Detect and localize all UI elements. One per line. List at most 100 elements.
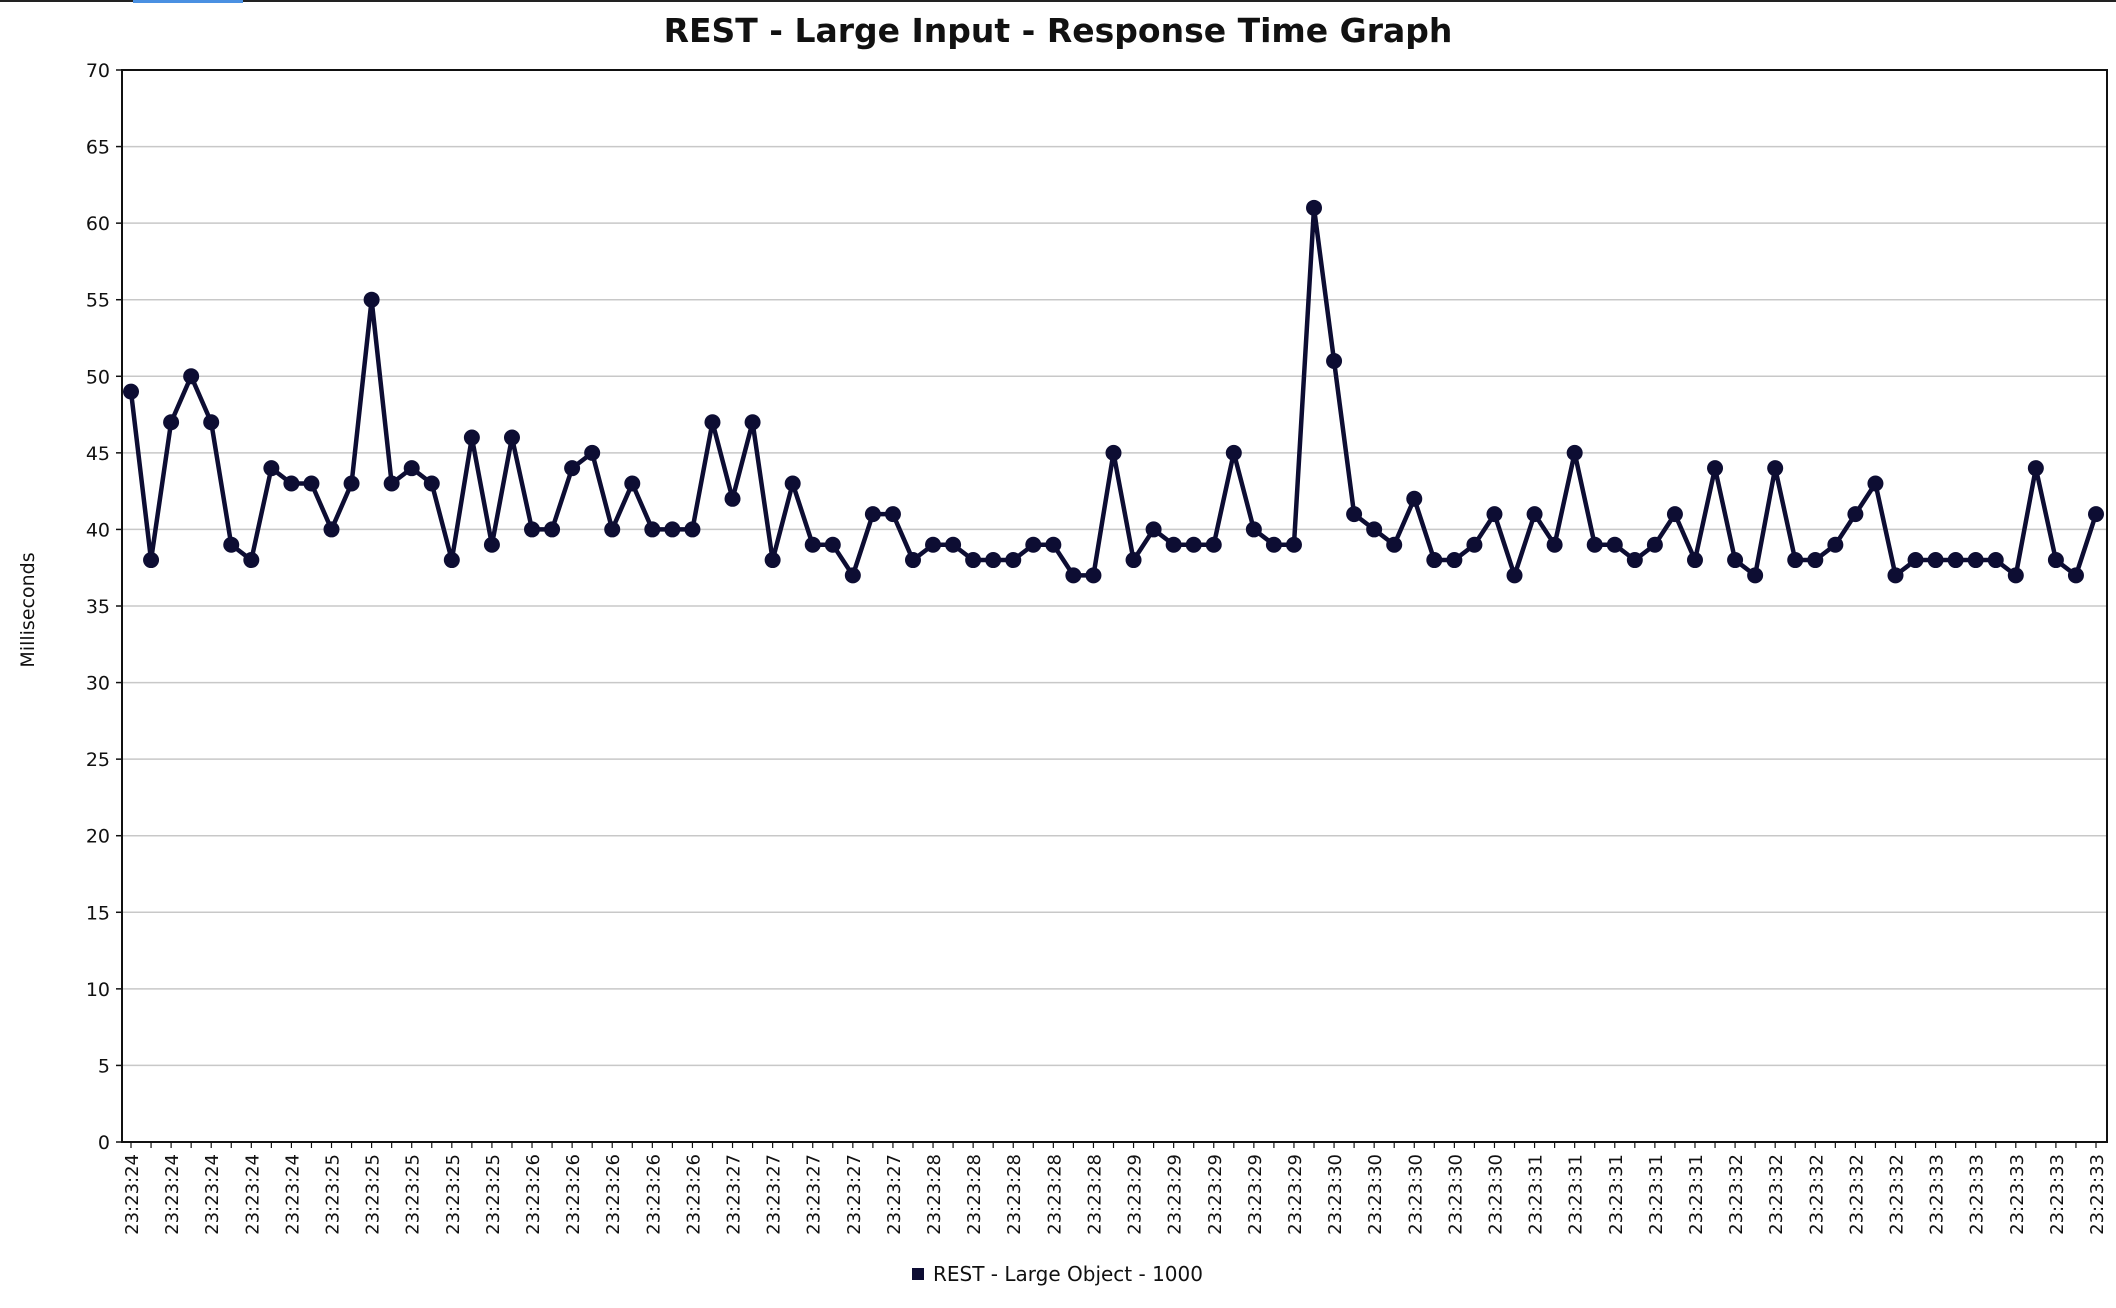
x-tick-label: 23:23:33 <box>2087 1154 2108 1235</box>
data-point <box>403 460 420 477</box>
x-tick-label: 23:23:25 <box>323 1154 344 1235</box>
data-point <box>1807 552 1824 569</box>
data-point <box>804 536 821 553</box>
data-point <box>303 475 320 492</box>
x-tick-label: 23:23:31 <box>1566 1154 1587 1235</box>
data-point <box>323 521 340 538</box>
x-tick-label: 23:23:28 <box>964 1154 985 1235</box>
x-tick-label: 23:23:29 <box>1285 1154 1306 1235</box>
data-point <box>824 536 841 553</box>
data-point <box>1306 199 1323 216</box>
x-tick-label: 23:23:33 <box>2047 1154 2068 1235</box>
data-point <box>223 536 240 553</box>
x-tick-label: 23:23:26 <box>643 1154 664 1235</box>
data-point <box>965 552 982 569</box>
x-tick-label: 23:23:28 <box>924 1154 945 1235</box>
x-tick-label: 23:23:31 <box>1526 1154 1547 1235</box>
x-tick-label: 23:23:26 <box>683 1154 704 1235</box>
y-tick-label: 50 <box>86 366 110 388</box>
data-point <box>2007 567 2024 584</box>
window-top-border <box>0 0 2116 2</box>
y-tick-label: 65 <box>86 137 110 159</box>
data-point <box>1847 506 1864 523</box>
data-point <box>1025 536 1042 553</box>
data-point <box>1406 490 1423 507</box>
data-point <box>1005 552 1022 569</box>
data-point <box>1606 536 1623 553</box>
data-point <box>1907 552 1924 569</box>
data-point <box>1867 475 1884 492</box>
data-point <box>1085 567 1102 584</box>
data-point <box>1105 444 1122 461</box>
data-point <box>1346 506 1363 523</box>
y-axis-ticks: 0 5 10 15 20 25 30 35 40 45 50 55 60 65 70 <box>86 60 122 1154</box>
y-tick-label: 40 <box>86 519 110 541</box>
x-tick-label: 23:23:30 <box>1325 1154 1346 1235</box>
data-point <box>604 521 621 538</box>
data-point <box>1546 536 1563 553</box>
x-tick-label: 23:23:30 <box>1365 1154 1386 1235</box>
data-point <box>1707 460 1724 477</box>
data-point <box>463 429 480 446</box>
data-point <box>1466 536 1483 553</box>
data-point <box>1165 536 1182 553</box>
series-layer <box>123 199 2104 584</box>
legend-label: REST - Large Object - 1000 <box>933 1262 1203 1286</box>
data-point <box>844 567 861 584</box>
series-line <box>128 205 2099 578</box>
data-point <box>764 552 781 569</box>
y-tick-label: 60 <box>86 213 110 235</box>
x-tick-label: 23:23:29 <box>1165 1154 1186 1235</box>
data-point <box>1185 536 1202 553</box>
data-point <box>544 521 561 538</box>
data-point <box>1827 536 1844 553</box>
y-tick-label: 55 <box>86 290 110 312</box>
data-point <box>143 552 160 569</box>
x-tick-label: 23:23:27 <box>804 1154 825 1235</box>
y-tick-label: 15 <box>86 902 110 924</box>
data-point <box>1927 552 1944 569</box>
x-tick-label: 23:23:28 <box>1084 1154 1105 1235</box>
x-tick-label: 23:23:27 <box>724 1154 745 1235</box>
data-point <box>584 444 601 461</box>
data-point <box>1426 552 1443 569</box>
x-tick-label: 23:23:27 <box>764 1154 785 1235</box>
data-point <box>1045 536 1062 553</box>
data-point <box>985 552 1002 569</box>
data-point <box>524 521 541 538</box>
data-point <box>784 475 801 492</box>
data-point <box>904 552 921 569</box>
data-point <box>283 475 300 492</box>
x-tick-label: 23:23:24 <box>162 1154 183 1235</box>
tab-accent-indicator <box>133 0 243 3</box>
data-point <box>704 414 721 431</box>
y-tick-label: 5 <box>98 1055 110 1077</box>
x-tick-label: 23:23:28 <box>1004 1154 1025 1235</box>
x-tick-label: 23:23:29 <box>1245 1154 1266 1235</box>
data-point <box>884 506 901 523</box>
data-point <box>2047 552 2064 569</box>
x-tick-label: 23:23:32 <box>1766 1154 1787 1235</box>
x-tick-label: 23:23:25 <box>483 1154 504 1235</box>
x-tick-label: 23:23:29 <box>1125 1154 1146 1235</box>
data-point <box>564 460 581 477</box>
x-tick-label: 23:23:32 <box>1846 1154 1867 1235</box>
x-tick-label: 23:23:33 <box>1967 1154 1988 1235</box>
x-tick-label: 23:23:25 <box>403 1154 424 1235</box>
x-tick-label: 23:23:33 <box>2007 1154 2028 1235</box>
x-tick-label: 23:23:32 <box>1886 1154 1907 1235</box>
x-tick-label: 23:23:32 <box>1726 1154 1747 1235</box>
y-tick-label: 35 <box>86 596 110 618</box>
data-point <box>1947 552 1964 569</box>
data-point <box>503 429 520 446</box>
data-point <box>1887 567 1904 584</box>
x-tick-label: 23:23:30 <box>1405 1154 1426 1235</box>
data-point <box>2088 506 2104 523</box>
x-tick-label: 23:23:31 <box>1646 1154 1667 1235</box>
x-tick-label: 23:23:26 <box>563 1154 584 1235</box>
x-tick-label: 23:23:24 <box>122 1154 143 1235</box>
data-point <box>1285 536 1302 553</box>
data-point <box>1686 552 1703 569</box>
data-point <box>343 475 360 492</box>
